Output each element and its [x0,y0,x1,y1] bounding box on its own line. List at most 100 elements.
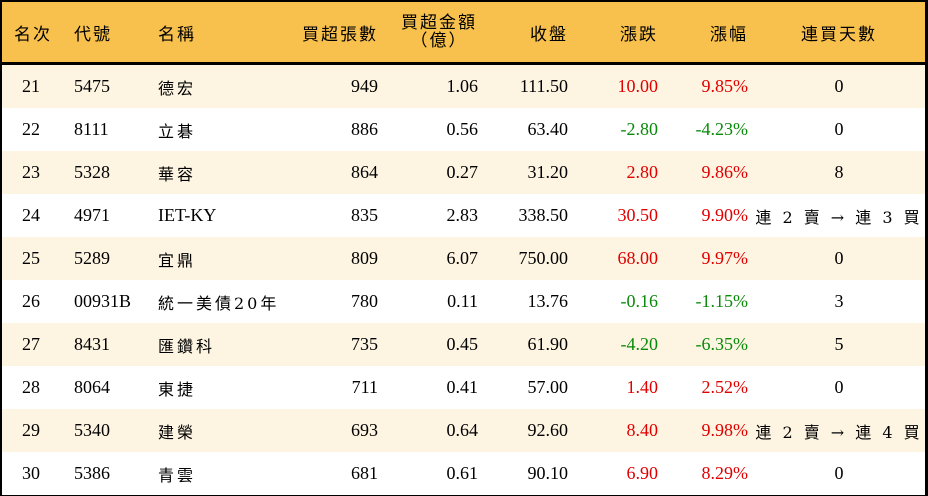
cell-net-buy-lots: 864 [351,162,378,182]
table-row: 26 00931B 統一美債20年 780 0.11 13.76 -0.16 -… [2,280,925,323]
cell-net-buy-lots: 711 [351,377,378,397]
cell-net-buy-amount: 0.56 [446,119,479,139]
cell-rank: 30 [22,463,40,483]
cell-change: 30.50 [617,205,659,225]
header-net-buy-lots: 買超張數 [302,24,378,45]
header-net-buy-amount-line2: （億） [410,31,468,51]
cell-rank: 26 [22,291,40,311]
cell-code: 5340 [74,420,110,440]
header-change: 漲跌 [620,24,658,45]
cell-consecutive-days: 0 [834,248,844,268]
cell-rank: 22 [22,119,40,139]
table-row: 22 8111 立碁 886 0.56 63.40 -2.80 -4.23% 0 [2,108,925,151]
cell-net-buy-amount: 0.45 [446,334,479,354]
header-consecutive-days: 連買天數 [801,24,877,45]
cell-rank: 29 [22,420,40,440]
cell-close: 92.60 [527,420,569,440]
cell-name: 建榮 [158,422,197,442]
cell-code: 00931B [74,291,132,311]
cell-net-buy-amount: 0.27 [446,162,479,182]
cell-name: 立碁 [158,121,197,141]
cell-code: 8111 [74,119,109,139]
table-row: 27 8431 匯鑽科 735 0.45 61.90 -4.20 -6.35% … [2,323,925,366]
cell-net-buy-lots: 693 [351,420,378,440]
cell-net-buy-lots: 886 [351,119,378,139]
cell-change: 1.40 [626,377,659,397]
cell-close: 338.50 [518,205,569,225]
cell-name: 東捷 [158,379,197,399]
cell-change-pct: 8.29% [701,463,749,483]
cell-change: 6.90 [626,463,659,483]
cell-code: 5328 [74,162,110,182]
cell-change-pct: 9.85% [701,76,749,96]
cell-name: IET-KY [158,205,217,225]
cell-change: -0.16 [620,291,659,311]
cell-name: 宜鼎 [158,250,197,270]
cell-consecutive-days: 0 [834,119,844,139]
table-row: 24 4971 IET-KY 835 2.83 338.50 30.50 9.9… [2,194,925,237]
cell-change: 8.40 [626,420,659,440]
cell-close: 90.10 [527,463,569,483]
header-name: 名稱 [158,24,196,45]
cell-change: 2.80 [626,162,659,182]
cell-rank: 21 [22,76,40,96]
cell-rank: 23 [22,162,40,182]
table-row: 30 5386 青雲 681 0.61 90.10 6.90 8.29% 0 [2,452,925,495]
cell-change: 10.00 [617,76,659,96]
header-code: 代號 [74,24,112,45]
table-row: 29 5340 建榮 693 0.64 92.60 8.40 9.98% 連 2… [2,409,925,452]
cell-close: 31.20 [527,162,569,182]
cell-rank: 27 [22,334,40,354]
cell-change-pct: 9.97% [701,248,749,268]
cell-change: -4.20 [620,334,659,354]
header-net-buy-amount-line1: 買超金額 [401,13,477,33]
cell-net-buy-lots: 735 [351,334,378,354]
cell-name: 德宏 [158,78,197,98]
cell-net-buy-lots: 949 [351,76,378,96]
cell-rank: 24 [22,205,40,225]
cell-net-buy-amount: 2.83 [446,205,479,225]
cell-close: 63.40 [527,119,569,139]
cell-net-buy-amount: 1.06 [446,76,479,96]
cell-consecutive-days: 8 [834,162,844,182]
cell-rank: 28 [22,377,40,397]
cell-consecutive-days: 5 [834,334,844,354]
cell-consecutive-days: 0 [834,377,844,397]
cell-net-buy-amount: 0.64 [446,420,479,440]
cell-net-buy-lots: 780 [351,291,378,311]
cell-code: 8431 [74,334,110,354]
cell-name: 統一美債20年 [158,293,280,313]
cell-change-pct: 9.90% [701,205,749,225]
cell-code: 5475 [74,76,110,96]
cell-net-buy-lots: 809 [351,248,378,268]
cell-net-buy-amount: 0.11 [447,291,478,311]
cell-close: 57.00 [527,377,569,397]
cell-code: 5289 [74,248,110,268]
header-rank: 名次 [14,24,52,45]
cell-consecutive-days: 連 2 賣 → 連 3 買 [755,207,923,227]
cell-name: 華容 [158,164,197,184]
cell-close: 13.76 [527,291,569,311]
cell-net-buy-lots: 835 [351,205,378,225]
cell-consecutive-days: 0 [834,463,844,483]
cell-change-pct: 9.98% [701,420,749,440]
table-header: 名次 代號 名稱 買超張數 買超金額 （億） 收盤 漲跌 漲幅 連買天數 [2,2,925,65]
cell-code: 5386 [74,463,110,483]
cell-change-pct: -1.15% [695,291,749,311]
cell-change: -2.80 [620,119,659,139]
cell-change: 68.00 [617,248,659,268]
cell-consecutive-days: 0 [834,76,844,96]
table-row: 25 5289 宜鼎 809 6.07 750.00 68.00 9.97% 0 [2,237,925,280]
cell-change-pct: 9.86% [701,162,749,182]
table-row: 28 8064 東捷 711 0.41 57.00 1.40 2.52% 0 [2,366,925,409]
cell-name: 青雲 [158,465,197,485]
header-close: 收盤 [530,24,568,45]
cell-close: 111.50 [519,76,568,96]
cell-change-pct: 2.52% [701,377,749,397]
cell-net-buy-amount: 0.61 [446,463,479,483]
table-row: 21 5475 德宏 949 1.06 111.50 10.00 9.85% 0 [2,65,925,108]
cell-net-buy-amount: 6.07 [446,248,479,268]
cell-net-buy-lots: 681 [351,463,378,483]
cell-consecutive-days: 連 2 賣 → 連 4 買 [755,422,923,442]
